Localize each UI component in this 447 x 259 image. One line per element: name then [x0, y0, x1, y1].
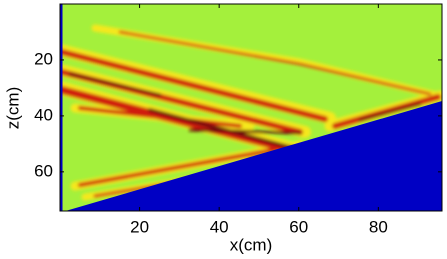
y-axis-label: z(cm)	[3, 87, 22, 129]
x-tick-label: 20	[130, 217, 149, 236]
streaks	[60, 24, 442, 201]
plot-frame	[59, 3, 443, 212]
x-tick-label: 80	[369, 217, 388, 236]
y-tick-label: 60	[34, 161, 53, 180]
x-tick-label: 60	[289, 217, 308, 236]
left-edge	[60, 4, 63, 211]
heatmap-field	[60, 4, 442, 211]
x-tick-label: 40	[210, 217, 229, 236]
y-tick-label: 40	[34, 105, 53, 124]
y-tick-label: 20	[34, 49, 53, 68]
x-axis-label: x(cm)	[230, 235, 272, 254]
substrate-region	[65, 101, 442, 211]
